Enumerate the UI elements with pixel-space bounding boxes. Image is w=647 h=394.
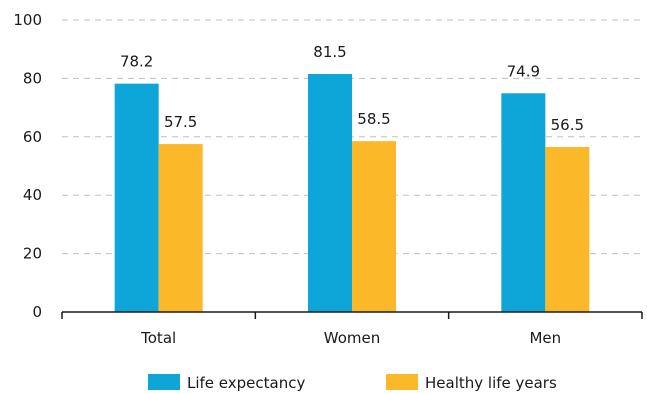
y-tick-label: 100 <box>13 11 42 29</box>
x-category-label: Women <box>324 329 380 347</box>
legend-label: Life expectancy <box>187 374 305 392</box>
data-label: 58.5 <box>357 110 390 128</box>
data-label: 74.9 <box>507 62 540 80</box>
data-labels: 78.2 57.5 81.5 58.5 74.9 56.5 <box>120 43 584 134</box>
x-category-label: Men <box>529 329 561 347</box>
legend-label: Healthy life years <box>425 374 557 392</box>
x-category-label: Total <box>140 329 176 347</box>
y-tick-label: 20 <box>23 245 42 263</box>
bar <box>308 74 352 313</box>
y-tick-label: 60 <box>23 128 42 146</box>
y-tick-label: 0 <box>32 303 42 321</box>
y-tick-label: 40 <box>23 186 42 204</box>
x-axis-category-labels: Total Women Men <box>140 329 561 347</box>
legend-swatch <box>148 374 180 390</box>
x-axis <box>61 311 643 319</box>
bar <box>158 144 203 312</box>
bar <box>501 93 546 313</box>
data-label: 56.5 <box>551 116 584 134</box>
bar <box>114 83 159 312</box>
legend-swatch <box>386 374 418 390</box>
data-label: 81.5 <box>313 43 346 61</box>
bar <box>545 147 590 312</box>
data-label: 57.5 <box>164 113 197 131</box>
bar <box>352 141 396 312</box>
y-axis-tick-labels: 0 20 40 60 80 100 <box>13 11 42 321</box>
y-tick-label: 80 <box>23 69 42 87</box>
data-label: 78.2 <box>120 53 153 71</box>
bars <box>114 74 590 313</box>
legend: Life expectancy Healthy life years <box>148 374 557 392</box>
